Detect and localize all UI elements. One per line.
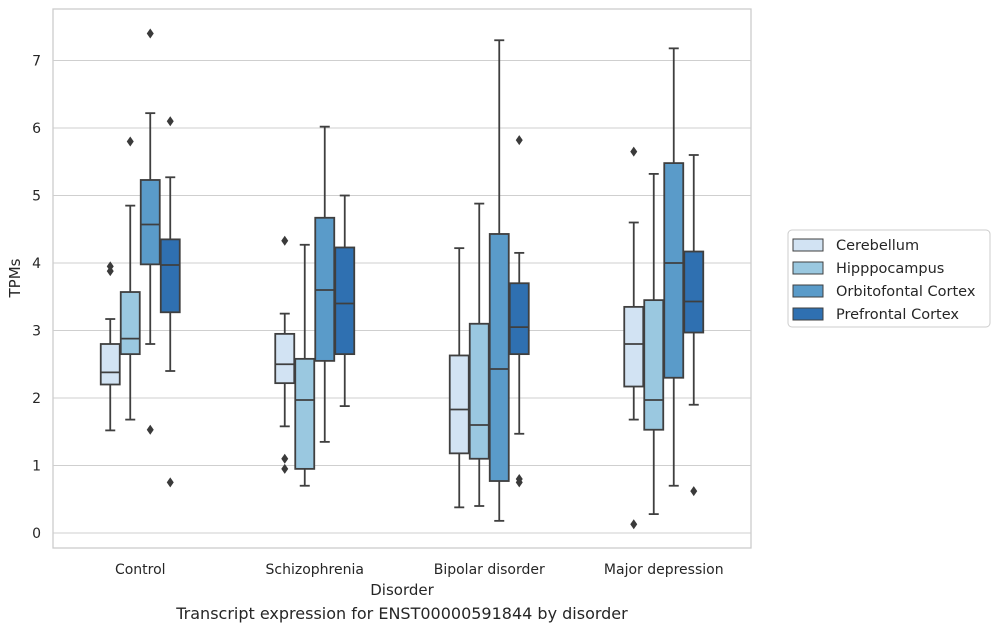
legend-item: Cerebellum [792,238,919,254]
box [643,172,665,515]
legend-item: Prefrontal Cortex [792,307,959,323]
box [508,135,530,488]
x-axis-title: Disorder [370,581,434,599]
y-tick-label: 7 [32,54,41,70]
box-iqr [294,357,316,470]
outlier-point [146,424,154,435]
box-iqr [623,305,645,388]
outlier-point [146,28,154,39]
box [159,116,181,488]
x-tick-label: Major depression [604,562,724,578]
legend-swatch [792,284,824,298]
outlier-point [630,146,638,157]
box-iqr [683,250,705,334]
box [448,247,470,509]
box [314,125,336,443]
outlier-point [126,136,134,147]
box [488,39,510,522]
box-iqr [119,291,141,356]
box [334,194,356,408]
box [294,243,316,487]
box [139,28,161,435]
figure-caption: Transcript expression for ENST0000059184… [176,604,628,623]
box-iqr [274,332,296,385]
legend-frame [787,229,991,328]
box-series [99,28,705,530]
box-iqr [139,179,161,266]
y-tick-label: 5 [32,189,41,205]
series-orbitofontal-cortex [139,28,685,522]
series-hipppocampus [119,136,665,515]
y-tick-label: 3 [32,324,41,340]
legend-item: Orbitofontal Cortex [792,284,976,300]
y-tick-label: 6 [32,121,41,137]
outlier-point [690,486,698,497]
box-iqr [663,162,685,379]
box-iqr [99,343,121,386]
outlier-point [166,116,174,127]
box-iqr [159,238,181,314]
box-iqr [508,282,530,356]
legend-label: Orbitofontal Cortex [836,284,976,300]
legend: Cerebellum Hipppocampus Orbitofontal Corte… [787,229,991,328]
legend-swatch [792,238,824,252]
outlier-point [281,235,289,246]
box [274,235,296,474]
legend-label: Prefrontal Cortex [836,307,959,323]
outlier-point [515,477,523,488]
box [468,202,490,507]
y-tick-label: 0 [32,526,41,542]
outlier-point [281,463,289,474]
y-axis-title: TPMs [6,258,24,298]
legend-label: Hipppocampus [836,261,944,277]
outlier-point [281,453,289,464]
box [99,261,121,432]
outlier-point [515,135,523,146]
plot-area [52,8,752,549]
series-cerebellum [99,146,645,530]
legend-swatch [792,307,824,321]
box-iqr [334,246,356,356]
x-tick-label: Bipolar disorder [434,562,545,578]
legend-label: Cerebellum [836,238,919,254]
plot-frame [52,8,752,549]
box-iqr [643,299,665,431]
box [119,136,141,421]
y-tick-label: 4 [32,256,41,272]
y-tick-label: 2 [32,391,41,407]
box [623,146,645,530]
series-prefrontal-cortex [159,116,705,497]
box [663,47,685,487]
box-iqr [448,354,470,455]
x-tick-labels: Control Schizophrenia Bipolar disorder Majo… [115,562,724,578]
box [683,154,705,497]
outlier-point [106,261,114,272]
outlier-point [166,477,174,488]
legend-swatch [792,261,824,275]
y-tick-labels: 0 1 2 3 4 5 6 7 [32,54,41,543]
box-iqr [488,233,510,482]
x-tick-label: Schizophrenia [266,562,364,578]
y-tick-label: 1 [32,459,41,475]
x-tick-label: Control [115,562,166,578]
legend-item: Hipppocampus [792,261,944,277]
box-iqr [468,322,490,460]
outlier-point [630,519,638,530]
